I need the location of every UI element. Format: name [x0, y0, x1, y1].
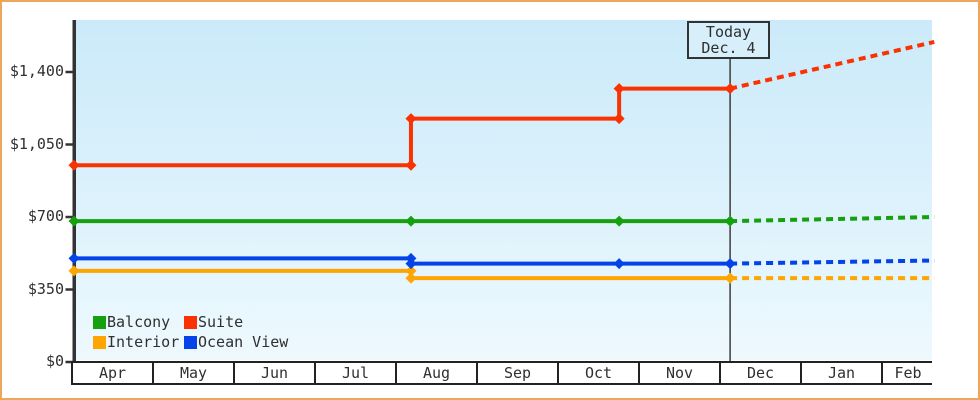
legend-item-ocean-view: Ocean View [184, 332, 324, 352]
data-point-marker-balcony [68, 215, 80, 227]
series-line-interior [74, 268, 731, 281]
data-point-marker-suite [405, 159, 417, 171]
month-cell-jul: Jul [314, 363, 395, 383]
data-point-marker-balcony [724, 215, 736, 227]
legend-label: Ocean View [198, 333, 289, 351]
data-point-marker-balcony [405, 215, 417, 227]
data-point-marker-balcony [613, 215, 625, 227]
data-point-marker-interior [405, 265, 417, 277]
data-point-marker-ocean-view [68, 252, 80, 264]
legend-label: Suite [198, 313, 244, 331]
y-axis-tick-label: $1,050 [9, 134, 64, 153]
series-projection-ocean-view [730, 258, 935, 266]
month-cell-feb: Feb [881, 363, 932, 383]
data-point-marker-interior [724, 272, 736, 284]
month-cell-sep: Sep [476, 363, 557, 383]
data-point-marker-ocean-view [405, 258, 417, 270]
month-cell-jun: Jun [233, 363, 314, 383]
legend-swatch-suite [184, 315, 197, 329]
series-projection-suite [729, 40, 935, 91]
y-axis-tick-label: $0 [45, 352, 64, 370]
month-cell-oct: Oct [557, 363, 638, 383]
month-cell-jan: Jan [800, 363, 881, 383]
today-label-line1: Today [705, 23, 752, 41]
data-point-marker-suite [405, 113, 417, 125]
month-cell-dec: Dec [719, 363, 800, 383]
series-projection-balcony [730, 215, 935, 224]
today-label-line2: Dec. 4 [701, 39, 756, 57]
y-axis-tick-label: $350 [27, 279, 64, 298]
series-line-ocean-view [74, 256, 731, 266]
legend-item-suite: Suite [184, 312, 324, 332]
legend-swatch-balcony [93, 315, 106, 329]
y-axis-line [72, 20, 76, 366]
series-line-suite [74, 86, 731, 168]
legend-item-interior: Interior [93, 332, 184, 352]
legend-label: Balcony [107, 313, 171, 331]
legend: Balcony Suite Interior Ocean View [93, 312, 324, 352]
data-point-marker-ocean-view [724, 258, 736, 270]
data-point-marker-suite [613, 83, 625, 95]
data-point-marker-interior [405, 272, 417, 284]
legend-swatch-interior [93, 335, 106, 349]
month-cell-apr: Apr [71, 363, 152, 383]
y-axis-labels: $0 $350 $700 $1,050 $1,400 [2, 2, 68, 398]
y-axis-tick-label: $700 [27, 207, 64, 225]
legend-swatch-ocean-view [184, 335, 197, 349]
month-cell-aug: Aug [395, 363, 476, 383]
legend-label: Interior [107, 333, 180, 351]
month-cell-may: May [152, 363, 233, 383]
x-axis-month-row: Apr May Jun Jul Aug Sep Oct Nov Dec Jan Feb [71, 361, 932, 385]
data-point-marker-suite [724, 83, 736, 95]
legend-item-balcony: Balcony [93, 312, 184, 332]
data-point-marker-ocean-view [613, 258, 625, 270]
month-cell-nov: Nov [638, 363, 719, 383]
data-point-marker-suite [613, 113, 625, 125]
data-point-marker-suite [68, 159, 80, 171]
data-point-marker-interior [68, 265, 80, 277]
y-axis-tick-label: $1,400 [9, 62, 64, 80]
today-marker-label: Today Dec. 4 [687, 21, 770, 59]
